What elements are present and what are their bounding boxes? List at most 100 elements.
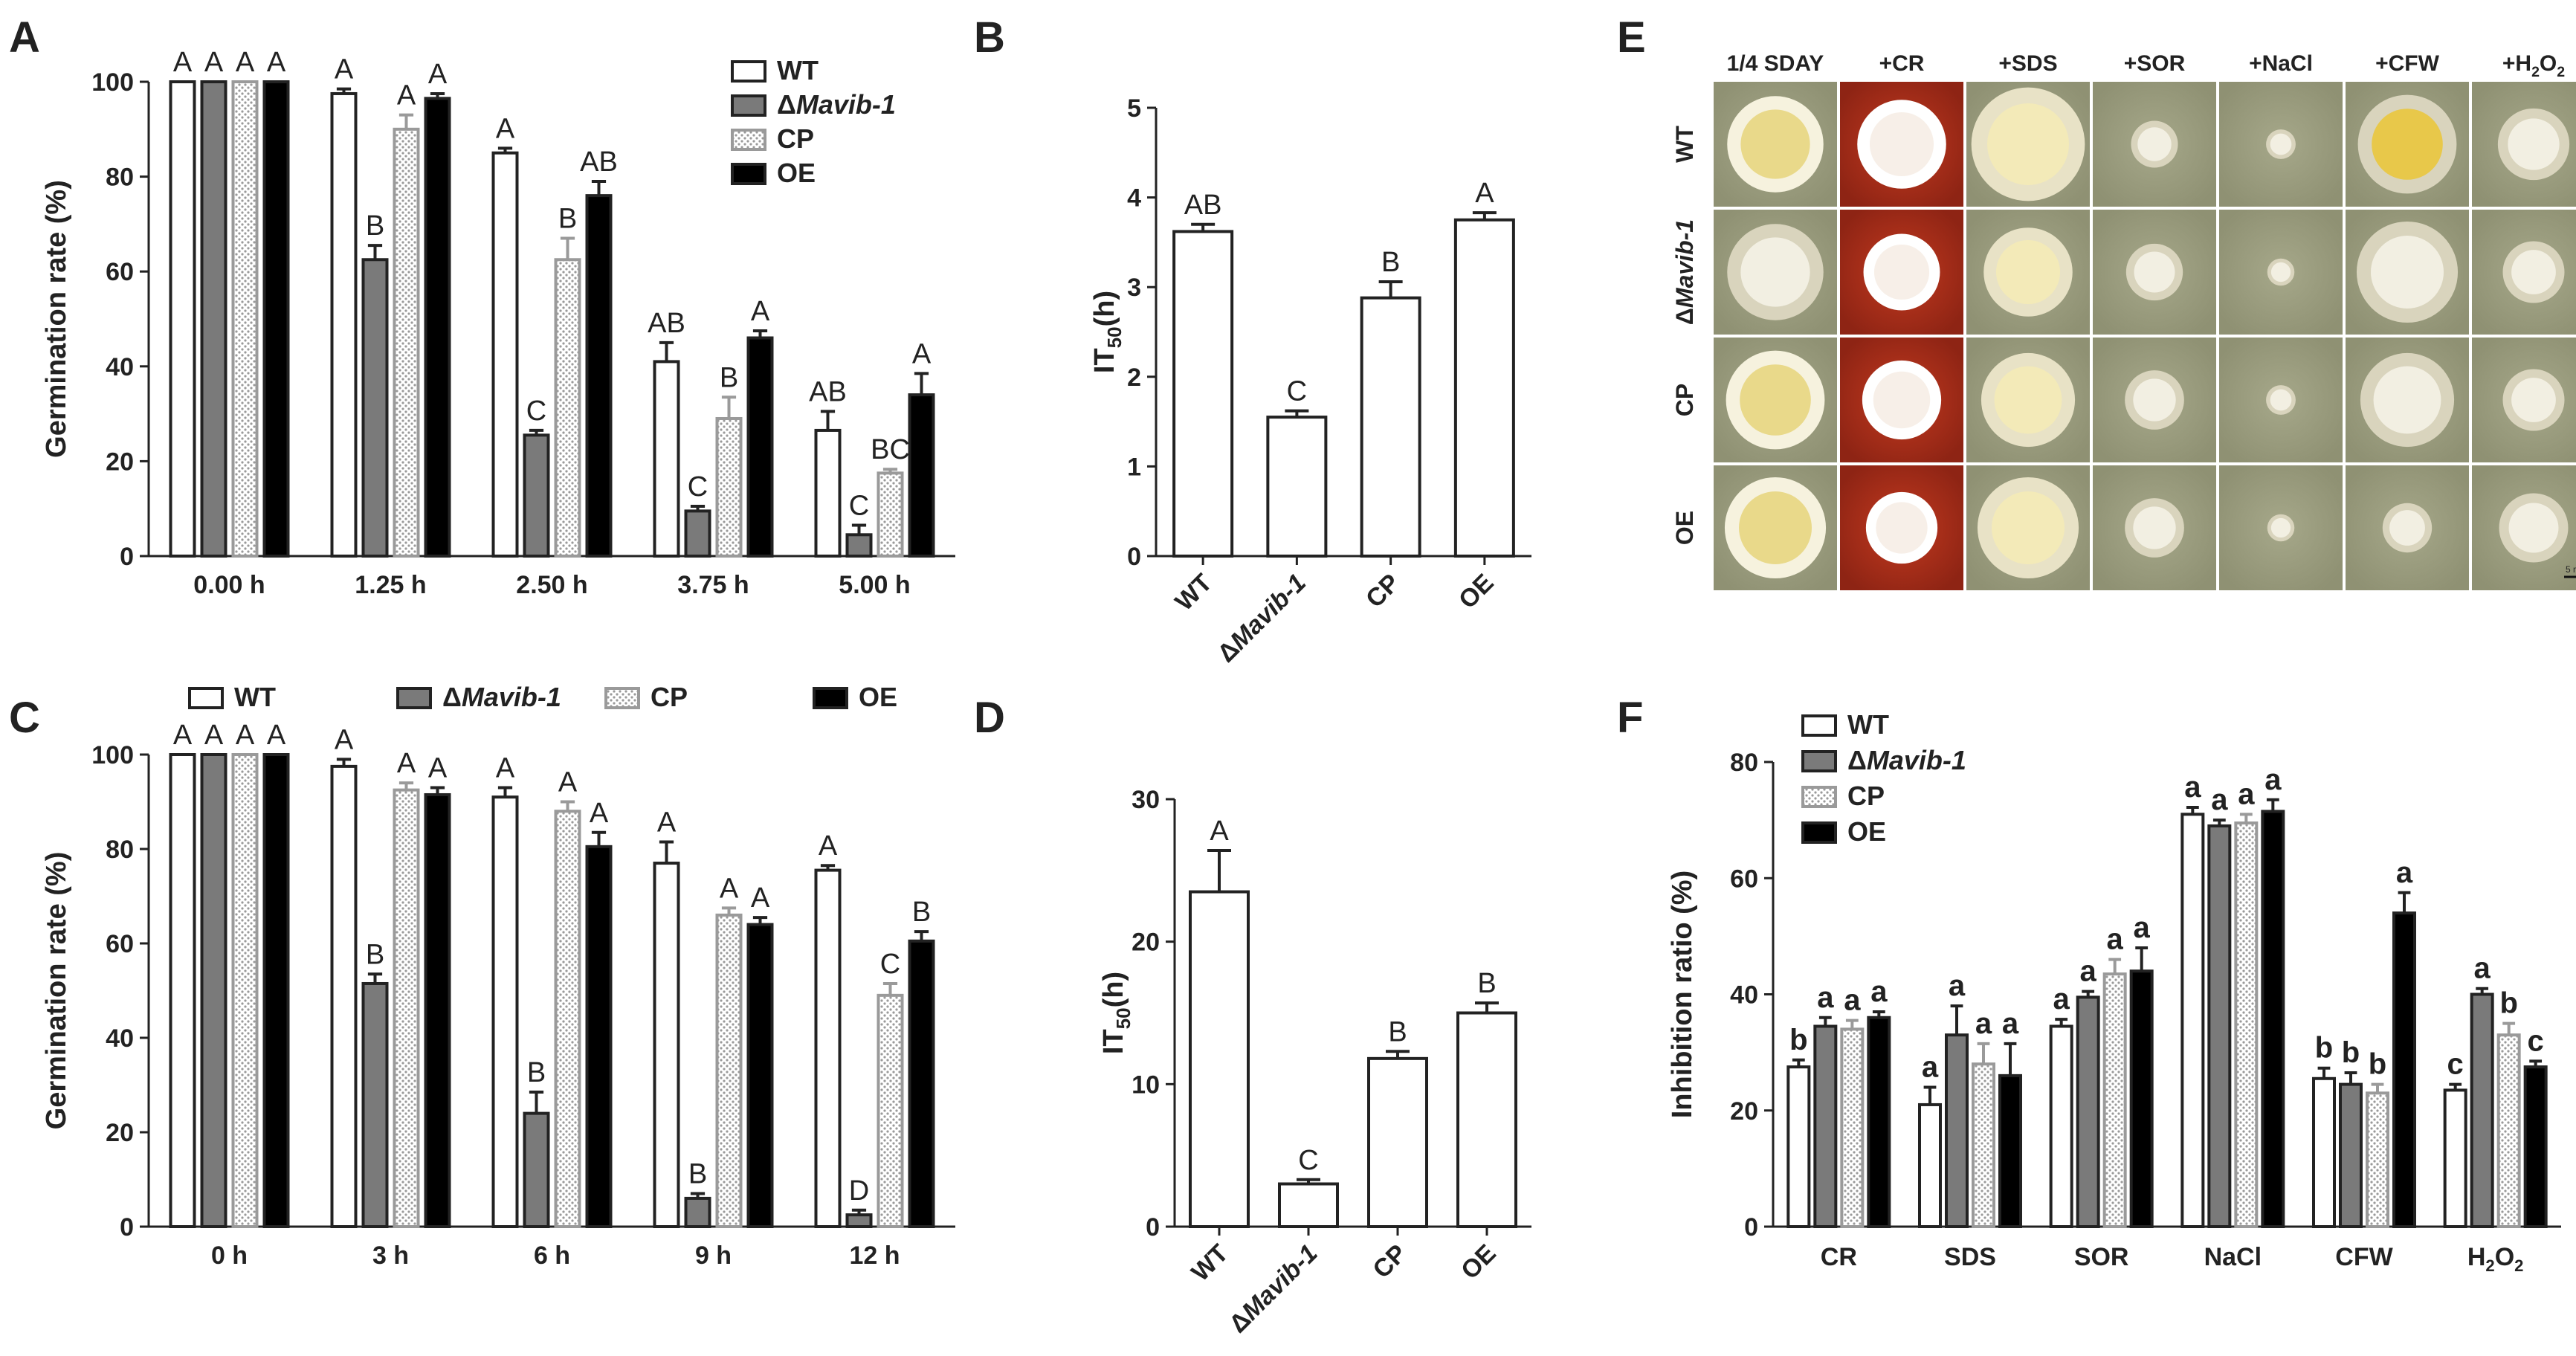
bar <box>361 258 389 558</box>
panel-label-a: A <box>9 13 40 62</box>
colony-center <box>2270 262 2291 282</box>
legend-label: CP <box>777 123 814 154</box>
significance-letter: B <box>912 897 931 928</box>
x-tick-label: 3.75 h <box>677 571 749 599</box>
legend-label: ΔMavib-1 <box>1847 745 1966 775</box>
bar <box>845 533 873 558</box>
significance-letter: A <box>267 47 286 78</box>
plate-column-label: +CR <box>1879 51 1925 76</box>
y-tick-label: 10 <box>1132 1071 1160 1099</box>
bar <box>2312 1076 2336 1228</box>
significance-letter: a <box>2265 763 2282 796</box>
significance-letter: a <box>2184 771 2201 804</box>
colony-center <box>2133 506 2176 549</box>
significance-letter: A <box>912 338 932 369</box>
x-tick-label: CP <box>1360 569 1405 613</box>
x-tick-label: ΔMavib-1 <box>1212 569 1311 668</box>
significance-letter: A <box>496 113 515 144</box>
significance-letter: a <box>1975 1007 1992 1040</box>
significance-letter: B <box>1388 1016 1407 1047</box>
significance-letter: B <box>558 204 577 235</box>
significance-letter: A <box>751 296 770 327</box>
significance-letter: A <box>204 47 224 78</box>
x-tick-label: 12 h <box>849 1242 900 1270</box>
colony-center <box>2511 378 2556 422</box>
colony-center <box>2270 133 2292 155</box>
significance-letter: B <box>1381 247 1400 278</box>
x-tick-label: SOR <box>2074 1243 2129 1271</box>
significance-letter: a <box>2474 952 2491 985</box>
legend-swatch <box>731 163 766 185</box>
x-tick-label: 6 h <box>534 1242 570 1270</box>
x-tick-label: CR <box>1821 1243 1857 1271</box>
legend-label: OE <box>1847 816 1886 847</box>
legend-label: WT <box>777 55 819 85</box>
x-tick-label: 1.25 h <box>355 571 426 599</box>
significance-letter: A <box>590 798 609 829</box>
legend-label: WT <box>1847 709 1889 740</box>
bar <box>200 80 227 558</box>
legend-label: CP <box>1847 781 1885 811</box>
significance-letter: b <box>2499 987 2517 1020</box>
significance-letter: A <box>397 748 416 779</box>
bar <box>424 97 451 558</box>
colony-center <box>2508 503 2559 553</box>
bar <box>908 393 935 558</box>
x-tick-label: 5.00 h <box>839 571 910 599</box>
significance-letter: a <box>2080 955 2097 988</box>
significance-letter: B <box>688 1159 707 1190</box>
significance-letter: a <box>1844 984 1861 1017</box>
significance-letter: A <box>1475 178 1494 209</box>
bar <box>2366 1091 2389 1228</box>
bar <box>715 913 743 1229</box>
bar <box>169 753 196 1228</box>
plate-column-label: +SOR <box>2124 51 2186 76</box>
plate-row-label: OE <box>1671 511 1698 545</box>
colony-center <box>2137 127 2172 161</box>
significance-letter: C <box>688 471 708 503</box>
legend-label: OE <box>859 682 897 712</box>
bar <box>491 795 519 1228</box>
panel-label-f: F <box>1617 694 1643 742</box>
significance-letter: A <box>428 59 448 90</box>
bar <box>877 993 904 1228</box>
plate-column-label: 1/4 SDAY <box>1727 51 1824 76</box>
y-tick-label: 3 <box>1127 274 1141 302</box>
colony-center <box>2134 251 2175 293</box>
significance-letter: A <box>335 724 354 755</box>
significance-letter: A <box>173 720 193 751</box>
colony-center <box>1738 491 1812 565</box>
y-axis-label: Inhibition ratio (%) <box>1667 871 1698 1119</box>
significance-letter: A <box>496 752 515 784</box>
bar <box>523 1111 550 1228</box>
bar <box>1278 1182 1339 1228</box>
significance-letter: AB <box>580 146 618 178</box>
bar <box>1189 890 1250 1229</box>
bar <box>2102 972 2127 1228</box>
legend-label: ΔMavib-1 <box>777 89 896 120</box>
y-tick-label: 60 <box>1730 865 1758 893</box>
significance-letter: a <box>2238 778 2255 810</box>
colony-center <box>2508 118 2560 170</box>
bar <box>653 862 680 1229</box>
chart-b: 0 1 2 3 4 5 IT50(h) AB WT C ΔMavib-1 B CP A OE <box>1089 94 1531 668</box>
x-tick-label: 3 h <box>372 1242 409 1270</box>
bar <box>330 91 358 558</box>
significance-letter: C <box>849 491 869 522</box>
bar <box>1972 1062 1995 1228</box>
plate-column-label: +SDS <box>1998 51 2057 76</box>
colony-center <box>1876 502 1928 554</box>
y-tick-label: 80 <box>106 164 134 192</box>
legend-label: ΔMavib-1 <box>442 682 561 712</box>
significance-letter: a <box>2134 911 2151 944</box>
legend-swatch <box>1801 714 1837 737</box>
bar <box>330 764 358 1228</box>
colony-center <box>1740 237 1810 307</box>
significance-letter: AB <box>648 308 685 339</box>
panel-label-e: E <box>1617 13 1646 62</box>
plate-column-label: +H2O2 <box>2502 51 2565 80</box>
colony-center <box>2373 366 2441 434</box>
significance-letter: A <box>397 80 416 112</box>
plate-column-label: +NaCl <box>2249 51 2313 76</box>
significance-letter: a <box>2211 784 2228 816</box>
